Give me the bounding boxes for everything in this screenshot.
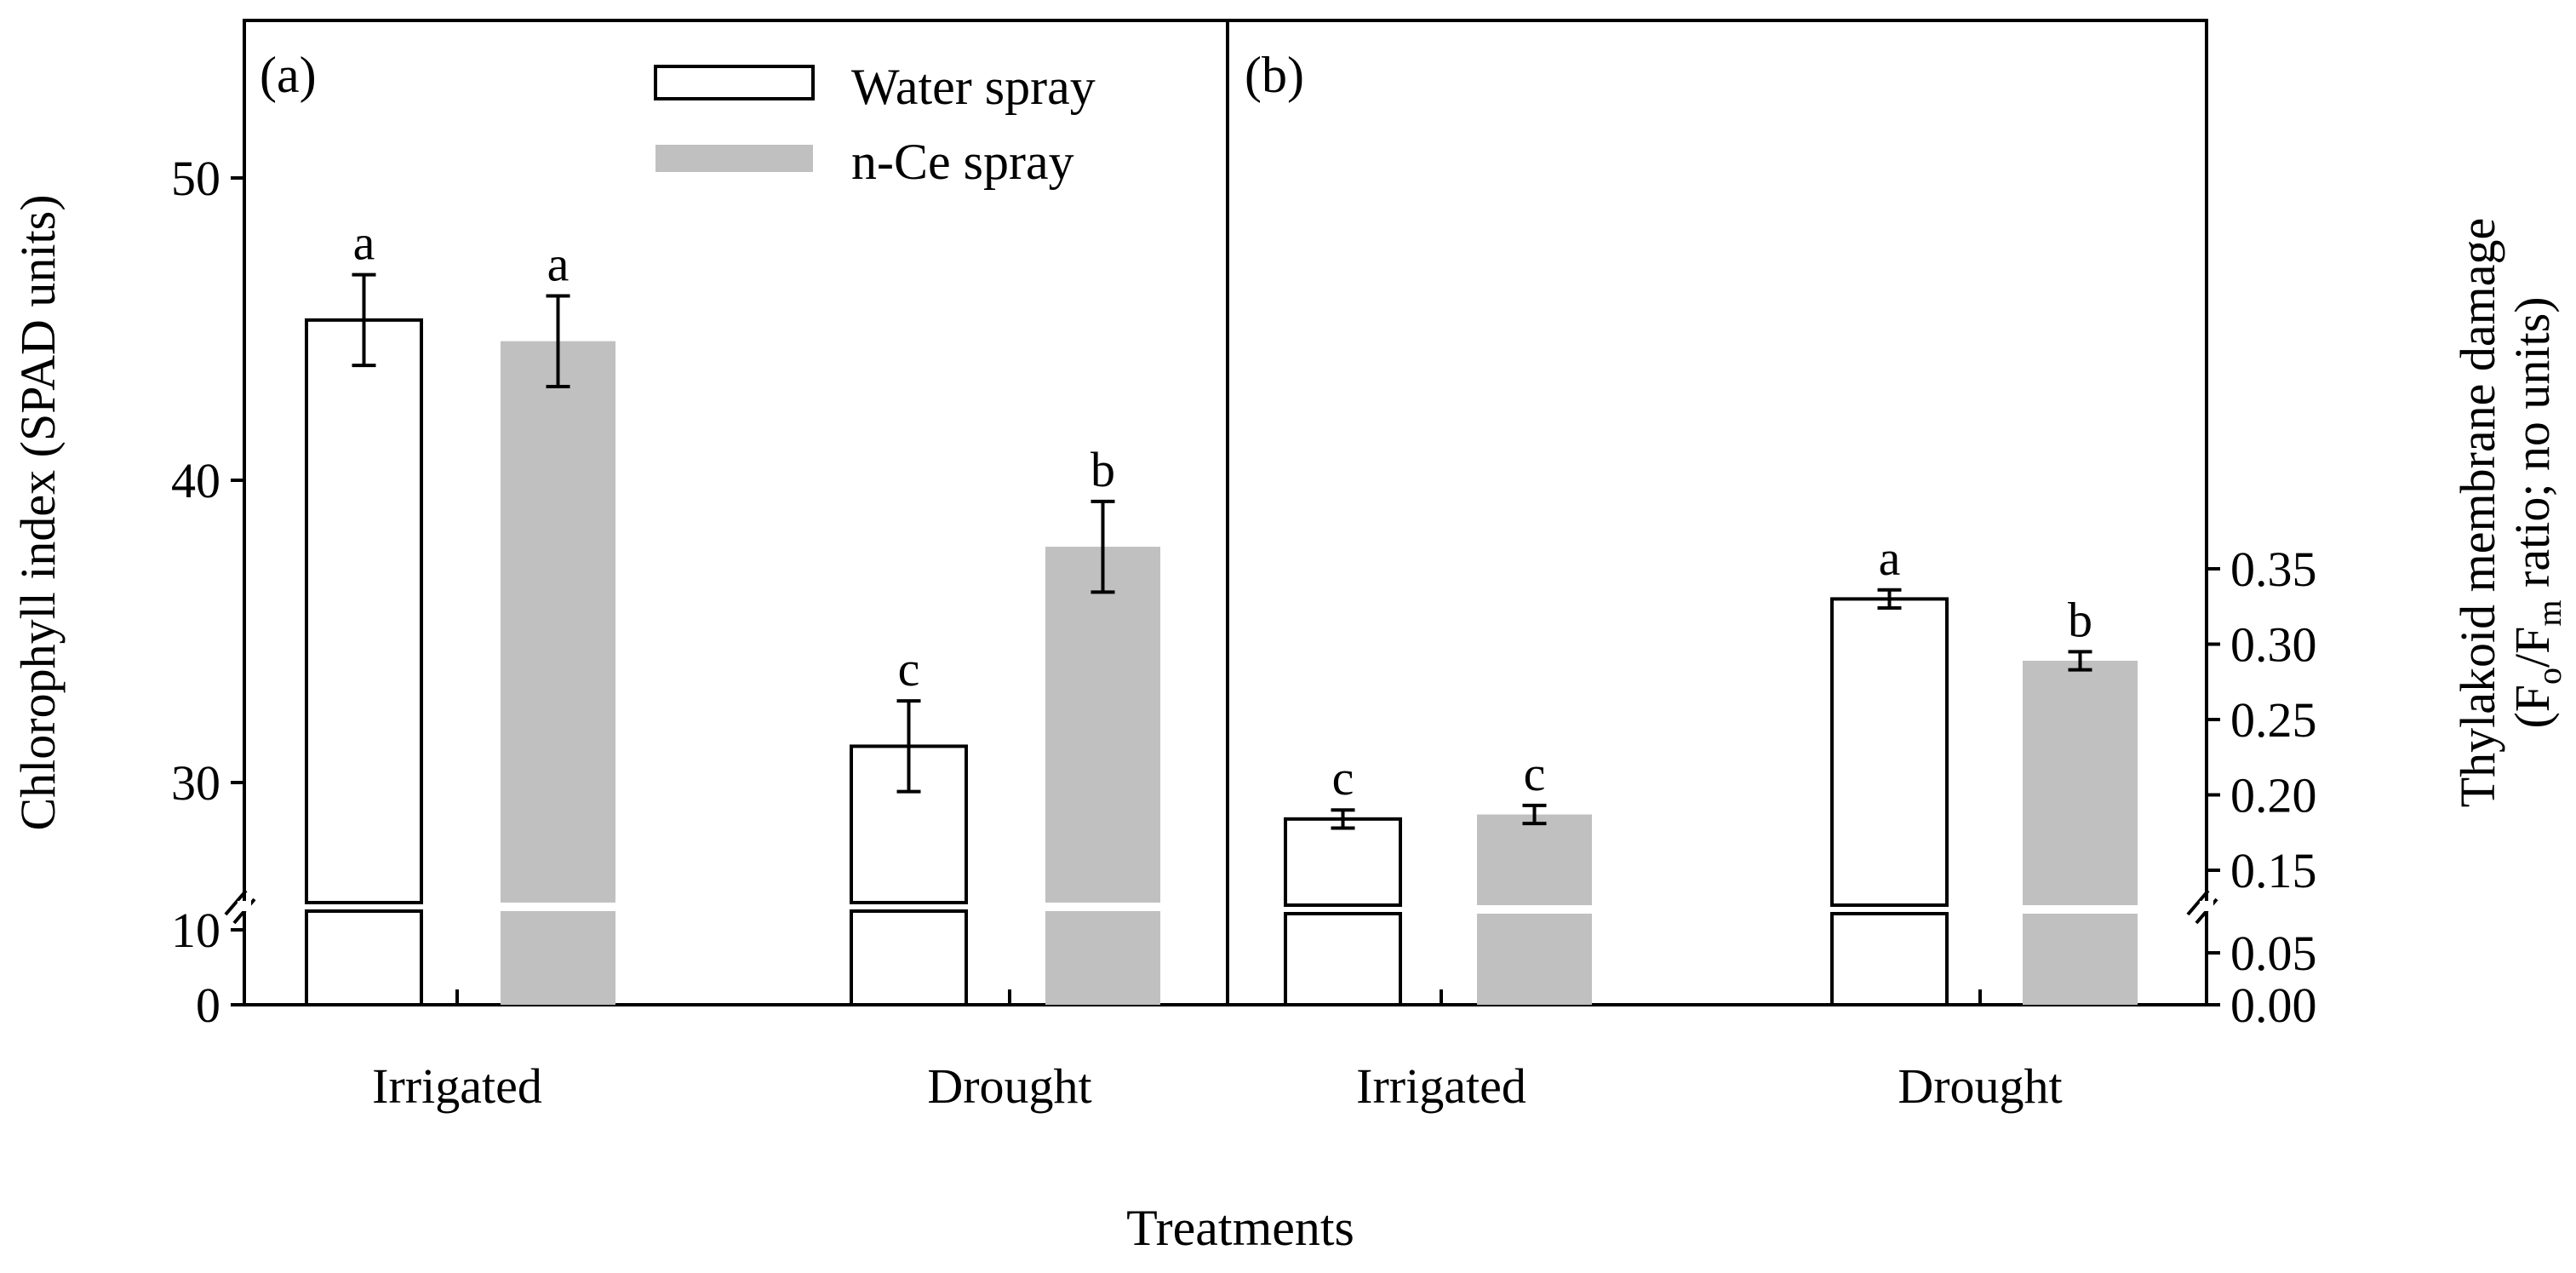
significance-letter: c xyxy=(1524,746,1546,801)
ylabel-part-f: (F xyxy=(2504,685,2560,729)
panel-b-ylabel-line1: Thylakoid membrane damage xyxy=(2450,218,2505,808)
bar-lower-nce xyxy=(501,911,615,1005)
significance-letter: a xyxy=(353,215,375,271)
significance-letter: b xyxy=(1091,442,1115,497)
y-tick-label: 0.35 xyxy=(2230,542,2317,597)
ylabel-part-rest: ratio; no units) xyxy=(2504,296,2560,599)
panel-a-y-axis: 30 40 50 0 10 xyxy=(171,151,1011,1033)
significance-letter: c xyxy=(898,641,920,697)
panel-a-label: (a) xyxy=(260,47,317,103)
bar-lower-water xyxy=(850,909,968,1006)
panel-b: (b) Thylakoid membrane damage (Fo/Fm rat… xyxy=(1226,19,2568,1114)
legend: Water spray n-Ce spray xyxy=(654,59,1096,190)
legend-water-label: Water spray xyxy=(851,59,1096,115)
axis-break-gap xyxy=(2200,901,2213,911)
bar-water xyxy=(1284,817,1402,908)
y-tick-label: 0.20 xyxy=(2230,768,2317,823)
panel-b-x-tick-labels: Irrigated Drought xyxy=(1356,1058,2063,1114)
panel-a-x-tick-labels: Irrigated Drought xyxy=(372,1058,1092,1114)
significance-letter: a xyxy=(547,236,570,291)
bar-lower-water xyxy=(305,909,423,1006)
y-tick-label: 10 xyxy=(171,903,220,958)
ylabel-sub-o: o xyxy=(2530,668,2568,685)
y-tick-label: 30 xyxy=(171,755,220,811)
ylabel-sub-m: m xyxy=(2530,599,2568,626)
axis-break-gap xyxy=(238,901,251,911)
y-tick-label: 0.00 xyxy=(2230,978,2317,1033)
bar-nce xyxy=(1045,547,1160,903)
bar-lower-water xyxy=(1830,912,1949,1006)
y-tick-label: 40 xyxy=(171,453,220,508)
bar-nce xyxy=(2023,660,2138,905)
legend-water-swatch xyxy=(654,65,815,100)
panel-a: (a) Chlorophyll index (SPAD units) 30 40 5… xyxy=(10,19,1229,1114)
bar-lower-nce xyxy=(1045,911,1160,1005)
y-tick-label: 0.05 xyxy=(2230,926,2317,981)
panel-b-label: (b) xyxy=(1245,47,1304,103)
bar-nce xyxy=(501,341,615,903)
bar-nce xyxy=(1477,814,1592,905)
significance-letter: a xyxy=(1879,530,1901,586)
y-tick-label: 50 xyxy=(171,151,220,206)
x-axis-title: Treatments xyxy=(1126,1200,1354,1256)
panel-b-x-tick-drought: Drought xyxy=(1898,1058,2062,1114)
bar-lower-nce xyxy=(1477,914,1592,1005)
y-tick-label: 0 xyxy=(196,978,220,1033)
panel-a-ylabel: Chlorophyll index (SPAD units) xyxy=(10,194,66,830)
panel-b-x-tick-irrigated: Irrigated xyxy=(1356,1058,1526,1114)
y-tick-label: 0.30 xyxy=(2230,617,2317,673)
bar-lower-nce xyxy=(2023,914,2138,1005)
axis-break-mark xyxy=(224,889,248,916)
legend-nce-swatch xyxy=(655,145,813,172)
significance-letter: c xyxy=(1332,750,1354,806)
bar-water xyxy=(1830,597,1949,908)
ylabel-part-slash-f: /F xyxy=(2504,627,2560,668)
y-tick-label: 0.15 xyxy=(2230,843,2317,898)
significance-letter: b xyxy=(2068,592,2092,647)
bar-water xyxy=(305,318,423,905)
legend-nce-label: n-Ce spray xyxy=(851,134,1074,190)
panel-a-x-tick-irrigated: Irrigated xyxy=(372,1058,542,1114)
panel-b-y-axis: 0.15 0.20 0.25 0.30 0.35 0.000.05 xyxy=(1440,542,2317,1033)
panel-b-bars: c a c b xyxy=(1284,530,2138,1006)
panel-b-frame xyxy=(1226,19,2208,1006)
axis-break-mark xyxy=(2186,889,2210,916)
panel-a-bars: a c a b xyxy=(305,215,1160,1006)
panel-a-x-tick-drought: Drought xyxy=(927,1058,1091,1114)
bar-lower-water xyxy=(1284,912,1402,1006)
y-tick-label: 0.25 xyxy=(2230,692,2317,748)
panel-b-ylabel-line2: (Fo/Fm ratio; no units) xyxy=(2504,296,2568,728)
panel-b-ylabel: Thylakoid membrane damage (Fo/Fm ratio; … xyxy=(2450,218,2568,808)
